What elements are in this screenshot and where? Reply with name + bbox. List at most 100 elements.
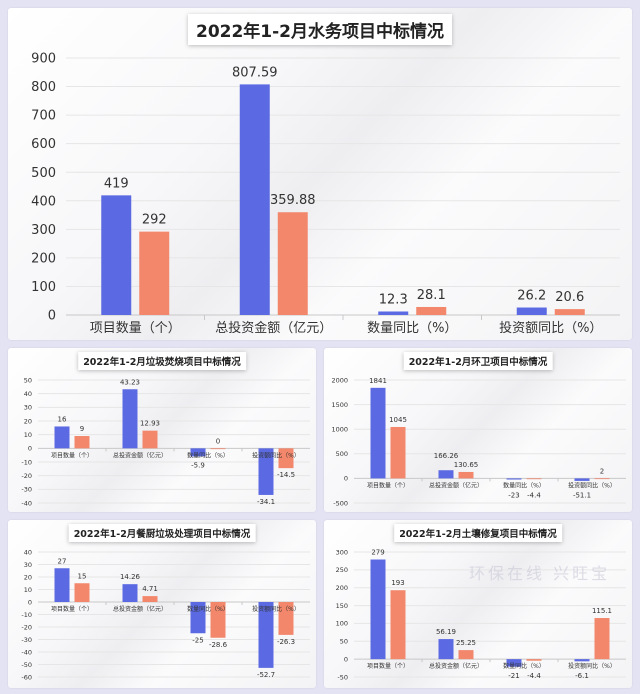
data-label: -23 <box>508 491 519 499</box>
bar <box>438 470 454 479</box>
data-label: 807.59 <box>232 65 278 80</box>
chart-svg: -60 -50 -40 -30 -20 -10 0 10 20 30 40 27 15 项目数量（个） 14… <box>21 548 310 681</box>
bar <box>122 389 138 449</box>
y-tick-label: 800 <box>31 80 56 95</box>
y-tick-label: 50 <box>340 638 348 646</box>
data-label: -52.7 <box>257 671 275 679</box>
bar <box>239 84 270 316</box>
y-tick-label: 20 <box>24 573 32 581</box>
data-label: 28.1 <box>417 288 446 303</box>
x-tick-label: 投资额同比（%） <box>568 481 616 489</box>
y-tick-label: 400 <box>31 194 56 209</box>
data-label: -51.1 <box>573 491 591 499</box>
y-tick-label: 40 <box>24 390 32 398</box>
bar <box>101 195 132 315</box>
y-tick-label: 0 <box>344 475 348 483</box>
y-tick-label: 1000 <box>331 425 348 433</box>
data-label: -28.6 <box>209 641 228 649</box>
bar <box>258 602 274 668</box>
bar <box>190 602 206 634</box>
x-tick-label: 数量同比（%） <box>503 662 545 670</box>
x-tick-label: 投资额同比（%） <box>499 320 602 336</box>
x-tick-label: 项目数量（个） <box>51 451 93 459</box>
data-label: 1045 <box>389 416 407 424</box>
y-tick-label: 40 <box>24 548 32 556</box>
bar <box>594 618 610 660</box>
data-label: 115.1 <box>592 607 612 615</box>
x-tick-label: 总投资金额（亿元） <box>215 320 332 336</box>
y-tick-label: -30 <box>21 486 32 494</box>
chart-title: 2022年1-2月餐厨垃圾处理项目中标情况 <box>68 524 256 542</box>
x-tick-label: 项目数量（个） <box>367 481 409 489</box>
data-label: 130.65 <box>454 461 479 469</box>
data-label: 16 <box>58 415 67 423</box>
y-tick-label: 600 <box>31 137 56 152</box>
bar <box>370 559 386 660</box>
data-label: 359.88 <box>270 193 316 208</box>
data-label: 27 <box>58 557 67 565</box>
x-tick-label: 投资额同比（%） <box>252 451 300 459</box>
chart-title: 2022年1-2月垃圾焚烧项目中标情况 <box>78 352 246 370</box>
data-label: -34.1 <box>257 498 275 506</box>
data-label: 4.71 <box>142 585 158 593</box>
chart-title: 2022年1-2月环卫项目中标情况 <box>403 352 553 370</box>
data-label: -5.9 <box>191 461 205 469</box>
y-tick-label: -60 <box>21 673 32 681</box>
y-tick-label: 0 <box>48 309 56 324</box>
y-tick-label: 150 <box>336 602 348 610</box>
x-tick-label: 投资额同比（%） <box>568 662 616 670</box>
x-tick-label: 项目数量（个） <box>51 605 93 613</box>
x-tick-label: 总投资金额（亿元） <box>429 481 483 489</box>
data-label: 25.25 <box>456 639 476 647</box>
y-tick-label: 30 <box>24 404 32 412</box>
y-tick-label: -40 <box>21 648 32 656</box>
data-label: -26.3 <box>277 638 295 646</box>
chart-panel-water: 2022年1-2月水务项目中标情况 0 100 200 300 400 500 600 700… <box>8 8 632 340</box>
data-label: 292 <box>142 213 167 228</box>
bar <box>190 448 206 457</box>
data-label: -14.5 <box>277 471 295 479</box>
y-tick-label: -20 <box>21 623 32 631</box>
y-tick-label: 500 <box>31 166 56 181</box>
bar <box>574 659 590 662</box>
y-tick-label: 50 <box>24 376 32 384</box>
bar <box>370 387 386 479</box>
chart-panel-incineration: 2022年1-2月垃圾焚烧项目中标情况 -40 -30 -20 -10 0 10 20 30 4… <box>8 348 316 512</box>
data-label: 166.26 <box>434 452 459 460</box>
chart-title: 2022年1-2月土壤修复项目中标情况 <box>394 524 562 542</box>
chart-panel-kitchen-waste: 2022年1-2月餐厨垃圾处理项目中标情况 -60 -50 -40 -30 -20 -10… <box>8 520 316 688</box>
y-tick-label: 200 <box>31 251 56 266</box>
chart-svg: 0 100 200 300 400 500 600 700 800 900 419 292 项目数量（个… <box>31 52 620 336</box>
bar <box>278 602 294 635</box>
data-label: 419 <box>104 176 129 191</box>
x-tick-label: 数量同比（%） <box>367 321 457 336</box>
data-label: 2 <box>600 467 604 475</box>
bar <box>54 426 70 449</box>
chart-svg: -40 -30 -20 -10 0 10 20 30 40 50 16 9 项目数量（个） 43.23 12… <box>21 376 310 507</box>
y-tick-label: 0 <box>28 445 32 453</box>
y-tick-label: 100 <box>336 620 348 628</box>
bar <box>142 596 158 602</box>
data-label: 193 <box>391 579 404 587</box>
x-tick-label: 数量同比（%） <box>503 481 545 489</box>
bar <box>378 311 409 315</box>
bar <box>506 478 522 480</box>
data-label: 279 <box>371 549 384 557</box>
bar <box>516 307 547 315</box>
y-tick-label: 200 <box>336 584 348 592</box>
bar <box>554 309 585 315</box>
y-tick-label: -40 <box>21 499 32 507</box>
y-tick-label: 20 <box>24 417 32 425</box>
data-label: 20.6 <box>555 290 584 305</box>
x-tick-label: 总投资金额（亿元） <box>113 451 167 459</box>
y-tick-label: -500 <box>333 499 348 507</box>
y-tick-label: 10 <box>24 586 32 594</box>
bar <box>54 568 70 602</box>
bar <box>526 478 542 480</box>
bar <box>458 471 474 479</box>
bar <box>210 448 226 450</box>
bar <box>390 590 406 660</box>
y-tick-label: 900 <box>31 52 56 67</box>
bar <box>438 639 454 660</box>
bar <box>142 430 158 449</box>
